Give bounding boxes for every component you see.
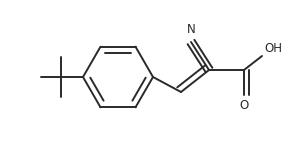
Text: O: O xyxy=(239,99,249,112)
Text: N: N xyxy=(187,23,195,36)
Text: OH: OH xyxy=(264,42,282,55)
